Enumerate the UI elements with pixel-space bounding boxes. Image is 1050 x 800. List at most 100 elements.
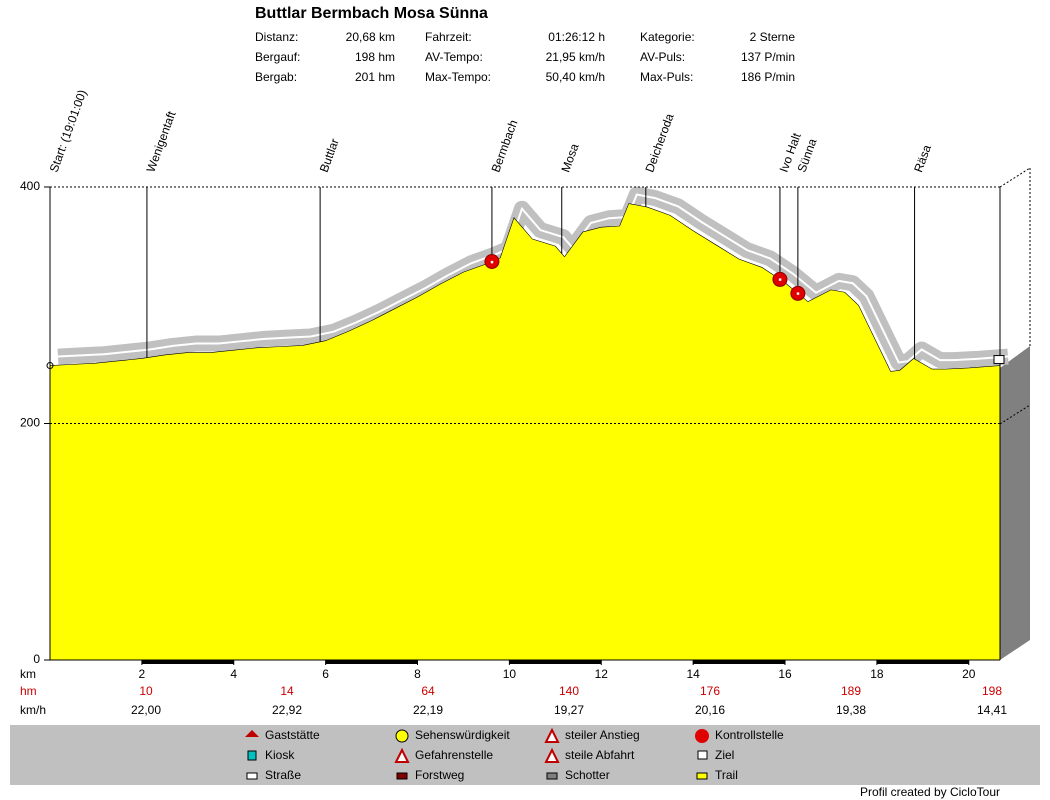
depth-line	[999, 404, 1031, 425]
x-tick-label: 4	[230, 667, 237, 681]
side-face	[1000, 346, 1030, 660]
legend-label: steiler Anstieg	[565, 728, 640, 742]
legend-label: Kontrollstelle	[715, 728, 784, 742]
depth-line	[999, 167, 1031, 188]
speed-value: 19,27	[554, 703, 584, 717]
stop-marker	[772, 271, 788, 287]
legend-icon	[697, 750, 708, 760]
stat-label: Bergab:	[255, 70, 297, 84]
legend-label: steile Abfahrt	[565, 748, 635, 762]
legend-label: Sehenswürdigkeit	[415, 728, 510, 742]
legend-label: Kiosk	[265, 748, 295, 762]
waypoint-label: Wenigentaft	[144, 109, 179, 174]
x-band	[141, 660, 234, 664]
hm-value: 140	[559, 684, 579, 698]
legend-label: Gaststätte	[265, 728, 320, 742]
hm-value: 198	[982, 684, 1002, 698]
stat-label: Fahrzeit:	[425, 30, 472, 44]
x-tick-label: 6	[322, 667, 329, 681]
stat-label: Distanz:	[255, 30, 298, 44]
x-tick-label: 20	[962, 667, 976, 681]
road-line	[57, 193, 1009, 364]
finish-icon	[993, 355, 1005, 365]
waypoint-label: Räsa	[911, 143, 934, 174]
legend-icon	[245, 730, 259, 737]
legend-label: Schotter	[565, 768, 610, 782]
waypoint-label: Buttlar	[317, 137, 342, 174]
stat-value: 21,95 km/h	[546, 50, 605, 64]
x-tick-label: 2	[139, 667, 146, 681]
legend-label: Ziel	[715, 748, 734, 762]
waypoint-label: Mosa	[558, 141, 581, 174]
y-tick-label: 200	[20, 416, 40, 430]
stat-label: Kategorie:	[640, 30, 695, 44]
x-axis-label: km	[20, 667, 36, 681]
waypoint-label: Start: (19:01:00)	[47, 88, 90, 174]
speed-value: 22,19	[413, 703, 443, 717]
x-tick-label: 16	[778, 667, 792, 681]
stat-value: 201 hm	[355, 70, 395, 84]
y-tick-label: 400	[20, 179, 40, 193]
footer: Profil created by CicloTour	[860, 785, 1000, 799]
chart-title: Buttlar Bermbach Mosa Sünna	[255, 5, 488, 22]
x-band	[509, 660, 602, 664]
y-tick-label: 0	[33, 652, 40, 666]
legend-icon	[394, 747, 410, 763]
hm-value: 10	[139, 684, 153, 698]
waypoint-label: Bermbach	[489, 118, 521, 174]
x-tick-label: 8	[414, 667, 421, 681]
profile-area	[49, 203, 1001, 661]
x-band	[876, 660, 969, 664]
legend-box	[10, 725, 1040, 785]
stat-value: 137 P/min	[741, 50, 795, 64]
x-band	[325, 660, 418, 664]
stat-value: 01:26:12 h	[548, 30, 605, 44]
speed-value: 22,92	[272, 703, 302, 717]
stat-label: Max-Puls:	[640, 70, 693, 84]
x-tick-label: 18	[870, 667, 884, 681]
stat-label: AV-Tempo:	[425, 50, 483, 64]
x-tick-label: 12	[595, 667, 609, 681]
hm-value: 14	[280, 684, 294, 698]
stat-value: 50,40 km/h	[546, 70, 605, 84]
legend-icon	[696, 772, 708, 780]
stop-marker	[790, 285, 806, 301]
stat-label: AV-Puls:	[640, 50, 685, 64]
hm-value: 64	[421, 684, 435, 698]
hm-row-label: hm	[20, 684, 37, 698]
speed-row-label: km/h	[20, 703, 46, 717]
speed-value: 20,16	[695, 703, 725, 717]
stop-icon-text: ■	[490, 259, 493, 265]
legend-icon	[246, 772, 258, 780]
legend-label: Gefahrenstelle	[415, 748, 493, 762]
speed-value: 19,38	[836, 703, 866, 717]
legend-label: Straße	[265, 768, 301, 782]
legend-label: Forstweg	[415, 768, 464, 782]
start-icon	[46, 362, 54, 370]
x-tick-label: 10	[503, 667, 517, 681]
legend-icon	[544, 747, 560, 763]
hm-value: 176	[700, 684, 720, 698]
waypoint-label: Deicheroda	[642, 111, 676, 174]
legend-icon	[544, 727, 560, 743]
x-band	[693, 660, 786, 664]
stat-value: 20,68 km	[346, 30, 395, 44]
legend-icon	[546, 772, 558, 780]
speed-value: 22,00	[131, 703, 161, 717]
stop-icon-text: ■	[778, 277, 781, 283]
legend-label: Trail	[715, 768, 738, 782]
legend-icon	[396, 772, 408, 780]
legend-icon	[695, 729, 709, 743]
stat-value: 198 hm	[355, 50, 395, 64]
stop-icon-text: ■	[796, 291, 799, 297]
stat-value: 186 P/min	[741, 70, 795, 84]
legend-icon	[395, 729, 409, 743]
stat-label: Max-Tempo:	[425, 70, 491, 84]
stat-value: 2 Sterne	[750, 30, 796, 44]
x-tick-label: 14	[686, 667, 700, 681]
legend-icon	[247, 750, 257, 761]
hm-value: 189	[841, 684, 861, 698]
speed-value: 14,41	[977, 703, 1007, 717]
stat-label: Bergauf:	[255, 50, 300, 64]
